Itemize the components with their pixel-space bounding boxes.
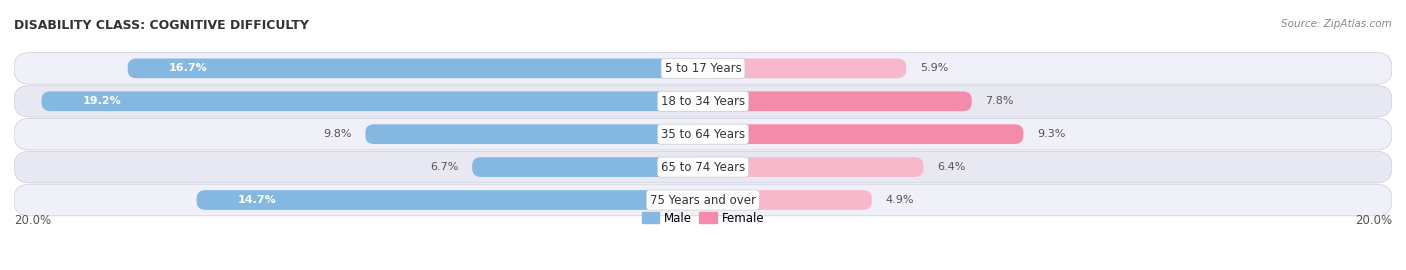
FancyBboxPatch shape (14, 151, 1392, 183)
FancyBboxPatch shape (14, 184, 1392, 216)
Text: 18 to 34 Years: 18 to 34 Years (661, 95, 745, 108)
FancyBboxPatch shape (703, 59, 907, 78)
Text: Source: ZipAtlas.com: Source: ZipAtlas.com (1281, 19, 1392, 29)
FancyBboxPatch shape (472, 157, 703, 177)
Legend: Male, Female: Male, Female (637, 207, 769, 229)
Text: 9.3%: 9.3% (1038, 129, 1066, 139)
FancyBboxPatch shape (366, 124, 703, 144)
Text: 20.0%: 20.0% (1355, 214, 1392, 227)
FancyBboxPatch shape (14, 53, 1392, 84)
Text: 14.7%: 14.7% (238, 195, 277, 205)
FancyBboxPatch shape (14, 86, 1392, 117)
FancyBboxPatch shape (128, 59, 703, 78)
FancyBboxPatch shape (42, 91, 703, 111)
Text: 35 to 64 Years: 35 to 64 Years (661, 128, 745, 141)
Text: 5 to 17 Years: 5 to 17 Years (665, 62, 741, 75)
Text: 4.9%: 4.9% (886, 195, 914, 205)
FancyBboxPatch shape (703, 124, 1024, 144)
FancyBboxPatch shape (703, 190, 872, 210)
Text: 65 to 74 Years: 65 to 74 Years (661, 161, 745, 174)
FancyBboxPatch shape (14, 118, 1392, 150)
Text: 5.9%: 5.9% (920, 63, 949, 73)
Text: 16.7%: 16.7% (169, 63, 208, 73)
Text: 6.7%: 6.7% (430, 162, 458, 172)
FancyBboxPatch shape (703, 157, 924, 177)
Text: 9.8%: 9.8% (323, 129, 352, 139)
Text: 75 Years and over: 75 Years and over (650, 194, 756, 207)
FancyBboxPatch shape (197, 190, 703, 210)
Text: 7.8%: 7.8% (986, 96, 1014, 106)
Text: 19.2%: 19.2% (83, 96, 122, 106)
FancyBboxPatch shape (703, 91, 972, 111)
Text: 6.4%: 6.4% (938, 162, 966, 172)
Text: 20.0%: 20.0% (14, 214, 51, 227)
Text: DISABILITY CLASS: COGNITIVE DIFFICULTY: DISABILITY CLASS: COGNITIVE DIFFICULTY (14, 19, 309, 32)
